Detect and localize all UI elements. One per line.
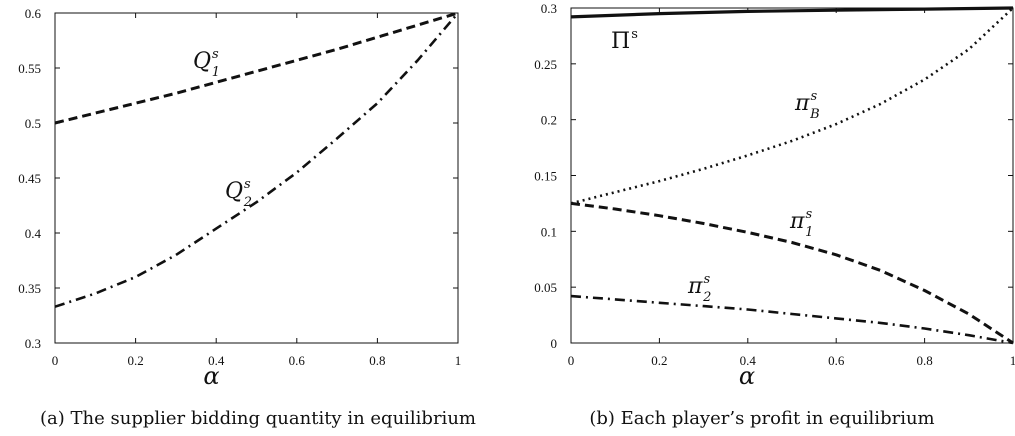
y-tick-label: 0.2 bbox=[541, 113, 557, 128]
x-tick-label: 0.6 bbox=[289, 353, 306, 368]
y-tick-label: 0.55 bbox=[18, 61, 41, 76]
figure-caption: (b) Each player’s profit in equilibrium bbox=[589, 408, 934, 429]
x-tick-label: 0.4 bbox=[208, 353, 225, 368]
y-tick-label: 0.5 bbox=[25, 116, 41, 131]
y-tick-label: 0.45 bbox=[18, 171, 41, 186]
x-tick-label: 1 bbox=[1010, 353, 1015, 368]
chart-panel-b: 0 0.05 0.1 0.15 0.2 0.25 0.3 0 0.2 0.4 0.6 0.8 1 α Πs π… bbox=[534, 1, 1015, 429]
plot-frame bbox=[54, 12, 459, 344]
series-line bbox=[54, 12, 459, 308]
x-tick-label: 0.6 bbox=[828, 353, 845, 368]
x-tick-label: 0.8 bbox=[369, 353, 385, 368]
series-label: Qs 2 bbox=[225, 177, 252, 210]
y-tick-label: 0.05 bbox=[534, 280, 557, 295]
series-label: Qs 1 bbox=[193, 47, 220, 80]
series-label: πs B bbox=[794, 89, 820, 122]
y-tick-label: 0.3 bbox=[25, 336, 41, 351]
x-tick-label: 0 bbox=[568, 353, 575, 368]
chart-panel-a: 0.3 0.35 0.4 0.45 0.5 0.55 0.6 0 0.2 0.4 0.6 0.8 1 α Q… bbox=[18, 6, 476, 429]
x-tick-label: 0.8 bbox=[916, 353, 932, 368]
x-tick-label: 0.2 bbox=[651, 353, 667, 368]
y-tick-label: 0.1 bbox=[541, 224, 557, 239]
y-tick-label: 0.4 bbox=[25, 226, 42, 241]
series-line bbox=[570, 201, 1014, 345]
x-axis-label: α bbox=[203, 362, 219, 390]
y-tick-label: 0.15 bbox=[534, 169, 557, 184]
x-axis-label: α bbox=[739, 362, 755, 390]
series-label: Πs bbox=[611, 27, 638, 54]
series-label: πs 1 bbox=[789, 207, 813, 240]
plot-frame bbox=[570, 7, 1014, 344]
series-line bbox=[54, 11, 459, 125]
series-line bbox=[570, 6, 1014, 19]
x-tick-label: 0 bbox=[52, 353, 59, 368]
y-tick-label: 0.25 bbox=[534, 57, 557, 72]
y-tick-label: 0.6 bbox=[25, 6, 42, 21]
y-tick-label: 0.3 bbox=[541, 1, 557, 16]
series-line bbox=[570, 7, 1014, 205]
figure-caption: (a) The supplier bidding quantity in equ… bbox=[40, 408, 476, 429]
y-tick-label: 0.35 bbox=[18, 281, 41, 296]
series-line bbox=[570, 294, 1014, 345]
series-label: πs 2 bbox=[687, 272, 711, 305]
x-tick-label: 0.4 bbox=[740, 353, 757, 368]
x-tick-label: 1 bbox=[455, 353, 462, 368]
y-tick-label: 0 bbox=[551, 336, 558, 351]
x-tick-label: 0.2 bbox=[127, 353, 143, 368]
